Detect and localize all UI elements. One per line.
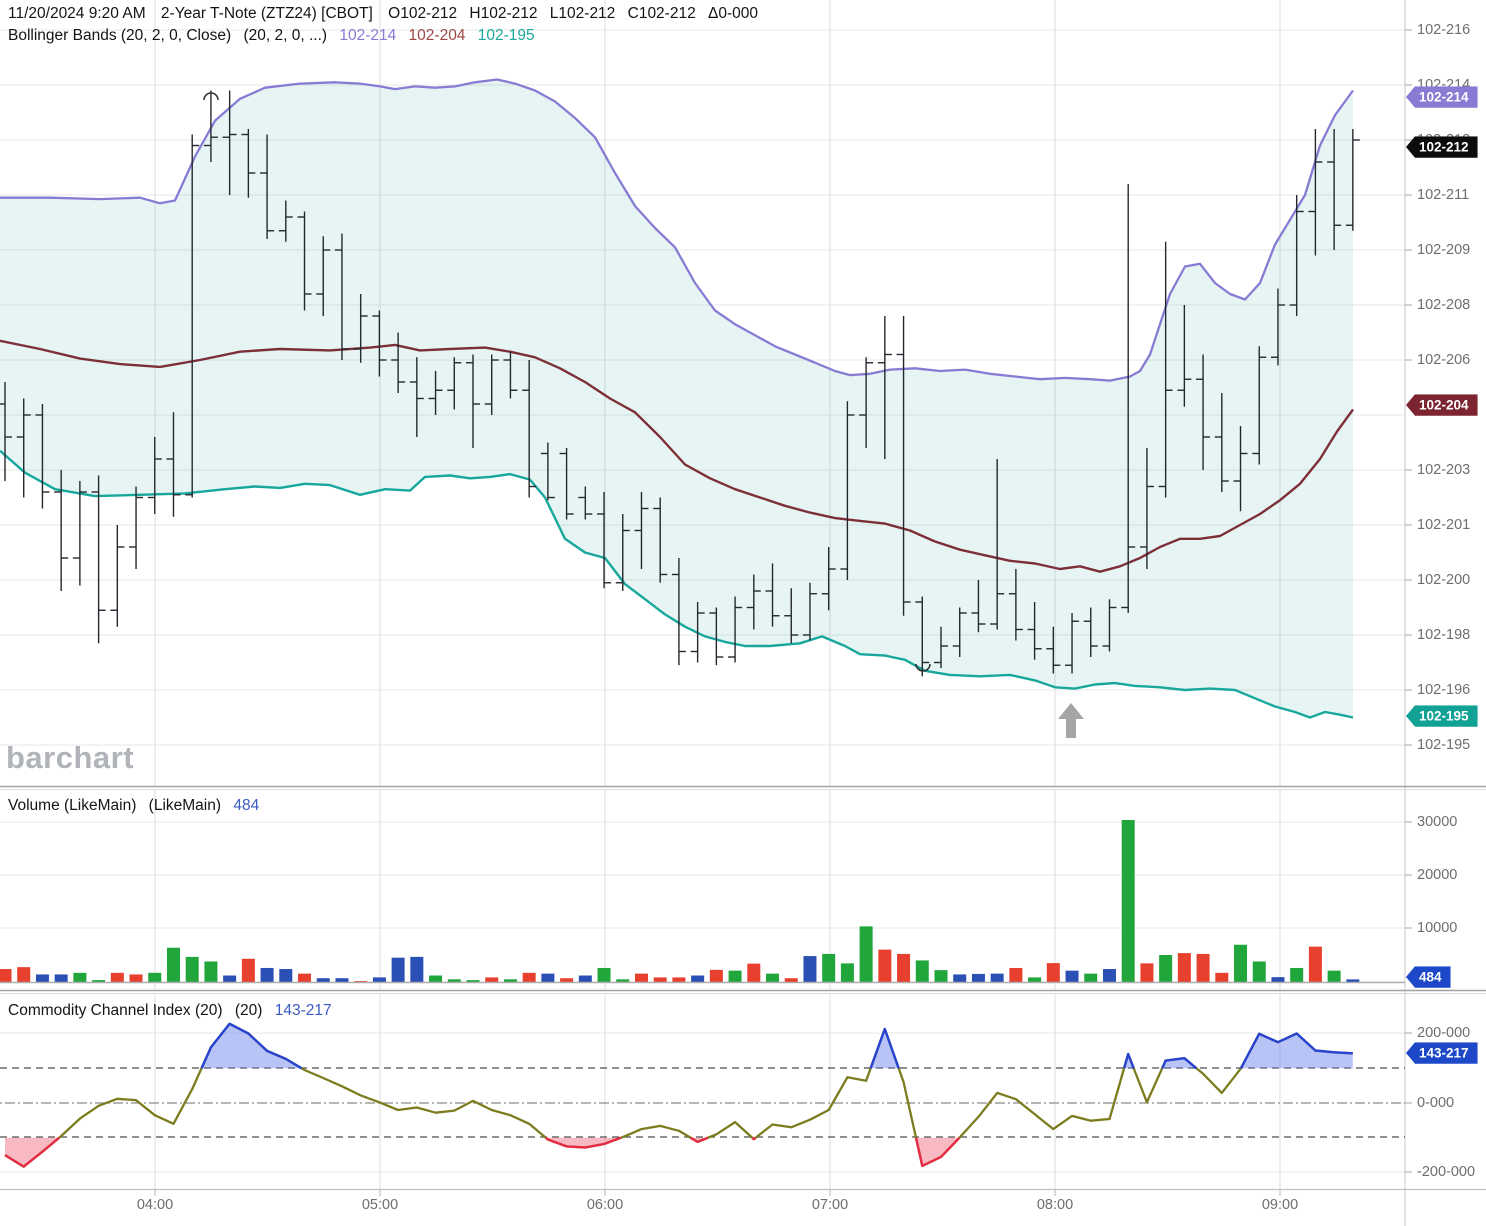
volume-bars bbox=[0, 820, 1405, 984]
price-badge: 102-214 bbox=[1406, 86, 1478, 108]
main-grid bbox=[0, 0, 1412, 1226]
cci-overbought-fill bbox=[870, 1029, 899, 1069]
cci-axis-label: 200-000 bbox=[1417, 1025, 1471, 1041]
bollinger-lower-line bbox=[0, 449, 1354, 719]
quote-header: 11/20/2024 9:20 AM 2-Year T-Note (ZTZ24)… bbox=[8, 5, 769, 23]
cci-axis-label: -200-000 bbox=[1417, 1164, 1476, 1180]
barchart-watermark: barchart bbox=[6, 740, 135, 775]
price-axis-label: 102-201 bbox=[1417, 517, 1471, 533]
price-axis-label: 102-211 bbox=[1417, 187, 1470, 203]
bollinger-middle-line bbox=[0, 339, 1354, 573]
cci-oversold-line bbox=[689, 1136, 709, 1144]
price-axis-label: 102-196 bbox=[1417, 682, 1471, 698]
cci-oversold-line bbox=[751, 1136, 757, 1141]
cci-overbought-line bbox=[1122, 1052, 1135, 1069]
price-badge: 102-212 bbox=[1406, 136, 1478, 158]
cci-overbought-fill bbox=[201, 1023, 302, 1069]
time-axis-label: 04:00 bbox=[136, 1197, 174, 1213]
cci-study-label: Commodity Channel Index (20) bbox=[8, 1002, 223, 1019]
time-axis-label: 08:00 bbox=[1036, 1197, 1074, 1213]
quote-symbol: 2-Year T-Note (ZTZ24) [CBOT] bbox=[160, 5, 373, 22]
volume-legend[interactable]: Volume (LikeMain) (LikeMain) 484 bbox=[8, 797, 270, 815]
price-axis-label: 102-200 bbox=[1417, 572, 1471, 588]
cci-legend[interactable]: Commodity Channel Index (20) (20) 143-21… bbox=[8, 1002, 343, 1020]
price-axis-label: 102-206 bbox=[1417, 352, 1471, 368]
quote-low: L102-212 bbox=[549, 5, 616, 22]
cci-oversold-line bbox=[4, 1136, 60, 1168]
cci-overbought-line bbox=[1239, 1032, 1353, 1069]
cci-overbought-line bbox=[1161, 1056, 1198, 1070]
price-badge: 102-204 bbox=[1406, 394, 1478, 416]
bollinger-params-label: (20, 2, 0, ...) bbox=[243, 27, 328, 44]
quote-high: H102-212 bbox=[469, 5, 538, 22]
cci-line bbox=[4, 1022, 1353, 1168]
bollinger-legend[interactable]: Bollinger Bands (20, 2, 0, Close) (20, 2… bbox=[8, 27, 543, 45]
quote-open: O102-212 bbox=[388, 5, 458, 22]
price-axis-label: 102-209 bbox=[1417, 242, 1471, 258]
quote-close: C102-212 bbox=[627, 5, 696, 22]
price-axis-label: 102-208 bbox=[1417, 297, 1471, 313]
arc-bottom-marker bbox=[915, 663, 931, 672]
bollinger-middle-value: 102-204 bbox=[408, 27, 466, 44]
price-axis-label: 102-203 bbox=[1417, 462, 1471, 478]
cci-oversold-fill bbox=[916, 1137, 960, 1166]
volume-params-label: (LikeMain) bbox=[148, 797, 222, 814]
time-axis-label: 06:00 bbox=[586, 1197, 624, 1213]
time-axis-label: 09:00 bbox=[1261, 1197, 1299, 1213]
arc-top-marker bbox=[203, 92, 219, 101]
volume-axis-label: 30000 bbox=[1417, 814, 1458, 830]
cci-overbought-line bbox=[869, 1027, 900, 1069]
price-badge: 484 bbox=[1406, 966, 1451, 988]
volume-study-label: Volume (LikeMain) bbox=[8, 797, 137, 814]
cci-overbought-fill bbox=[1240, 1033, 1353, 1069]
volume-axis-label: 10000 bbox=[1417, 920, 1458, 936]
cci-axis-label: 0-000 bbox=[1417, 1095, 1455, 1111]
bollinger-upper-value: 102-214 bbox=[339, 27, 397, 44]
price-badge: 102-195 bbox=[1406, 705, 1478, 727]
gray-up-arrow bbox=[1058, 703, 1084, 738]
bollinger-study-label: Bollinger Bands (20, 2, 0, Close) bbox=[8, 27, 232, 44]
bollinger-lower-value: 102-195 bbox=[477, 27, 535, 44]
cci-params-label: (20) bbox=[234, 1002, 263, 1019]
cci-oversold-line bbox=[545, 1136, 622, 1149]
volume-axis-label: 20000 bbox=[1417, 867, 1458, 883]
cci-last-value: 143-217 bbox=[274, 1002, 332, 1019]
cci-oversold-line bbox=[914, 1136, 961, 1168]
cci-oversold-fill bbox=[5, 1137, 60, 1167]
price-bars bbox=[0, 90, 1360, 677]
volume-last-value: 484 bbox=[233, 797, 260, 814]
price-badge: 143-217 bbox=[1406, 1042, 1478, 1064]
bollinger-fill-area bbox=[0, 79, 1353, 718]
time-axis-label: 07:00 bbox=[811, 1197, 849, 1213]
cci-overbought-line bbox=[200, 1022, 303, 1070]
price-axis-label: 102-195 bbox=[1417, 737, 1471, 753]
price-axis-label: 102-198 bbox=[1417, 627, 1471, 643]
price-axis-label: 102-216 bbox=[1417, 22, 1471, 38]
quote-datetime: 11/20/2024 9:20 AM bbox=[8, 5, 146, 22]
bollinger-upper-line bbox=[0, 78, 1354, 382]
time-axis-label: 05:00 bbox=[361, 1197, 399, 1213]
quote-change: Δ0-000 bbox=[708, 5, 759, 22]
